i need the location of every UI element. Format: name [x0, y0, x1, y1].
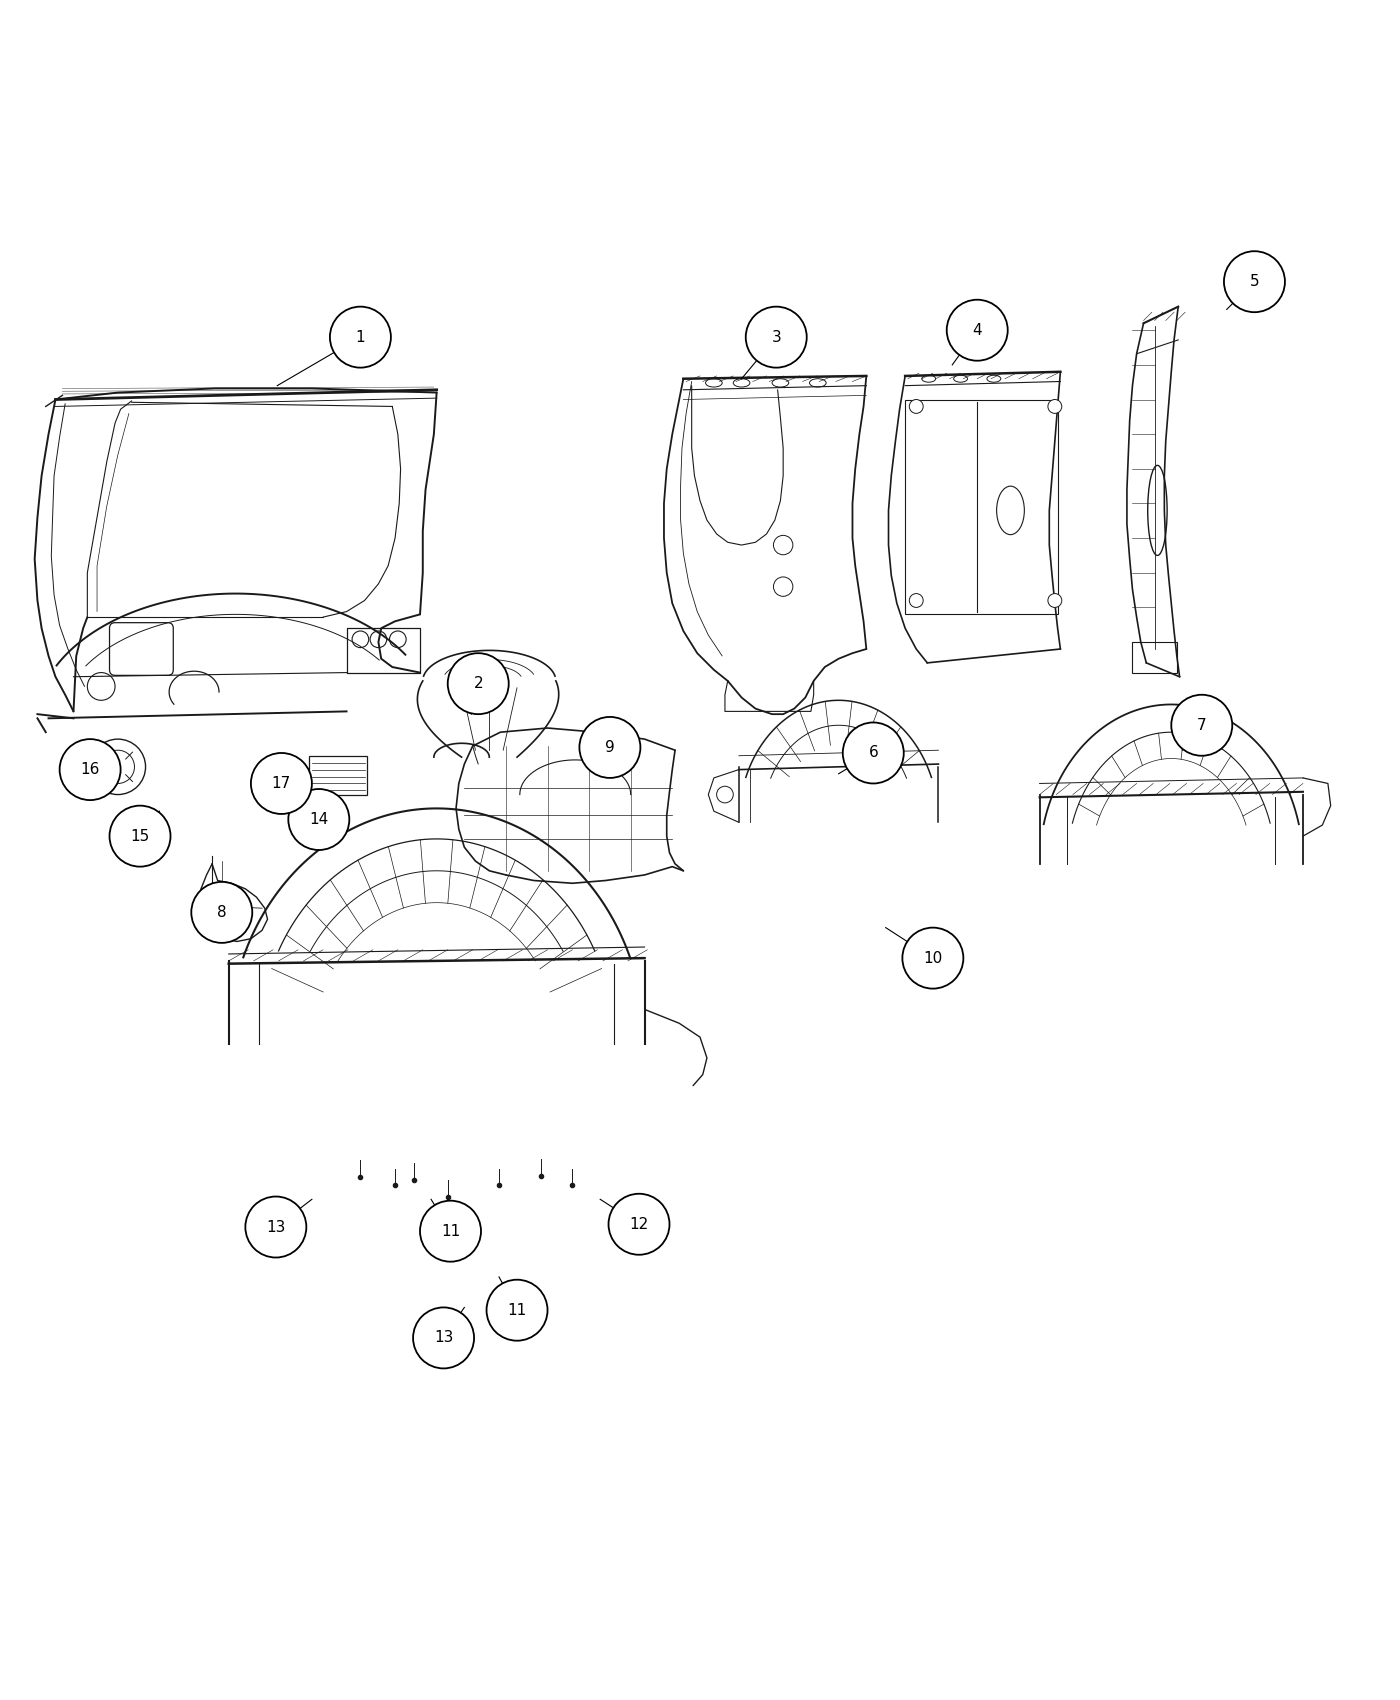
- Text: 13: 13: [434, 1331, 454, 1345]
- Circle shape: [109, 806, 171, 867]
- Circle shape: [487, 1280, 547, 1341]
- Text: 16: 16: [80, 762, 99, 777]
- Circle shape: [580, 717, 640, 779]
- Circle shape: [288, 789, 350, 850]
- Circle shape: [1224, 252, 1285, 313]
- Circle shape: [192, 882, 252, 944]
- Text: 4: 4: [973, 323, 981, 338]
- Circle shape: [910, 400, 923, 413]
- Circle shape: [1049, 400, 1061, 413]
- Circle shape: [251, 753, 312, 814]
- Circle shape: [60, 740, 120, 801]
- Text: 9: 9: [605, 740, 615, 755]
- Circle shape: [245, 1197, 307, 1258]
- Text: 15: 15: [130, 828, 150, 843]
- Circle shape: [609, 1193, 669, 1255]
- Text: 6: 6: [868, 746, 878, 760]
- Circle shape: [946, 299, 1008, 360]
- Circle shape: [413, 1307, 475, 1368]
- Text: 10: 10: [923, 950, 942, 966]
- Text: 14: 14: [309, 813, 329, 826]
- Circle shape: [448, 653, 508, 714]
- Circle shape: [330, 306, 391, 367]
- Circle shape: [1049, 593, 1061, 607]
- Text: 8: 8: [217, 904, 227, 920]
- Text: 7: 7: [1197, 717, 1207, 733]
- Text: 12: 12: [630, 1217, 648, 1232]
- Text: 2: 2: [473, 677, 483, 692]
- Text: 5: 5: [1250, 274, 1259, 289]
- Text: 13: 13: [266, 1219, 286, 1234]
- Text: 11: 11: [441, 1224, 461, 1239]
- Text: 3: 3: [771, 330, 781, 345]
- Circle shape: [420, 1200, 482, 1261]
- Text: 1: 1: [356, 330, 365, 345]
- Circle shape: [746, 306, 806, 367]
- Circle shape: [843, 722, 904, 784]
- Circle shape: [1172, 695, 1232, 756]
- Text: 17: 17: [272, 775, 291, 791]
- Circle shape: [903, 928, 963, 989]
- Circle shape: [910, 593, 923, 607]
- Text: 11: 11: [507, 1302, 526, 1318]
